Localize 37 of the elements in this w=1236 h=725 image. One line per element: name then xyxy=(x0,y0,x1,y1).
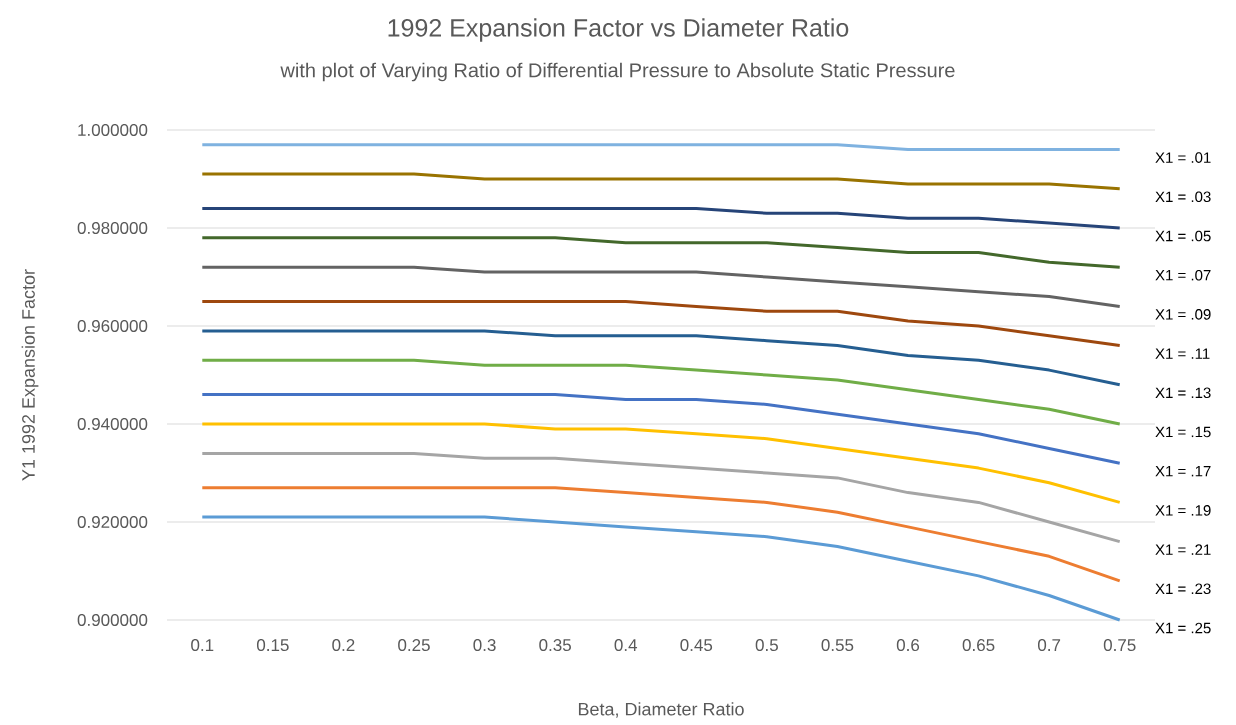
x-tick-label: 0.15 xyxy=(256,639,289,652)
x-tick-label: 0.55 xyxy=(821,639,854,652)
x-tick-label: 0.7 xyxy=(1037,639,1061,652)
text: X1 = .05 xyxy=(1155,230,1211,242)
y-axis-title: Y1 1992 Expansion Factor xyxy=(21,269,39,481)
x-tick-label: 0.4 xyxy=(614,639,638,652)
chart-subtitle: with plot of Varying Ratio of Differential Pressure to Absolute Static Pressure xyxy=(280,62,955,82)
text: X1 = .09 xyxy=(1155,309,1211,320)
y-tick-label: 0.960000 xyxy=(77,320,148,333)
text: X1 = .07 xyxy=(1155,269,1211,281)
text: X1 = .23 xyxy=(1155,583,1211,595)
chart-title: 1992 Expansion Factor vs Diameter Ratio xyxy=(388,18,849,42)
x-tick-label: 0.25 xyxy=(398,639,430,652)
y-tick-label: 0.920000 xyxy=(77,516,148,529)
y-tick-label: 0.900000 xyxy=(77,613,148,627)
x-tick-label: 0.3 xyxy=(473,639,496,652)
x-tick-label: 0.2 xyxy=(332,639,355,652)
text: X1 = .13 xyxy=(1155,387,1211,399)
x-tick-label: 0.1 xyxy=(191,639,214,652)
x-tick-label: 0.6 xyxy=(896,639,920,652)
text: X1 = .17 xyxy=(1155,466,1211,477)
text: X1 = .03 xyxy=(1155,191,1211,203)
text: X1 = .11 xyxy=(1155,348,1210,359)
text: X1 = .15 xyxy=(1155,426,1211,438)
y-tick-label: 0.980000 xyxy=(77,221,148,235)
text: X1 = .21 xyxy=(1155,544,1211,555)
x-tick-label: 0.5 xyxy=(755,639,778,652)
y-tick-label: 0.940000 xyxy=(77,417,148,431)
x-axis-title: Beta, Diameter Ratio xyxy=(578,702,744,718)
text: X1 = .19 xyxy=(1155,505,1211,516)
x-tick-label: 0.65 xyxy=(962,639,995,652)
text: X1 = .25 xyxy=(1155,622,1211,634)
x-tick-label: 0.35 xyxy=(539,639,571,652)
text: X1 = .01 xyxy=(1155,152,1211,163)
x-tick-label: 0.75 xyxy=(1103,639,1136,652)
y-tick-label: 1.000000 xyxy=(78,124,148,137)
x-tick-label: 0.45 xyxy=(680,639,713,652)
